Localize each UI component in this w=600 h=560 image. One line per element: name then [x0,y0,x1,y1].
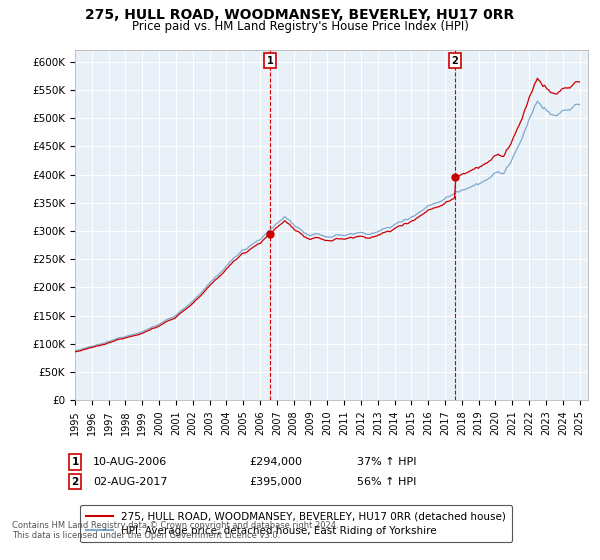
Text: Price paid vs. HM Land Registry's House Price Index (HPI): Price paid vs. HM Land Registry's House … [131,20,469,32]
Text: 275, HULL ROAD, WOODMANSEY, BEVERLEY, HU17 0RR: 275, HULL ROAD, WOODMANSEY, BEVERLEY, HU… [85,8,515,22]
Text: This data is licensed under the Open Government Licence v3.0.: This data is licensed under the Open Gov… [12,531,280,540]
Text: 02-AUG-2017: 02-AUG-2017 [93,477,167,487]
Text: 2: 2 [451,55,458,66]
Text: 2: 2 [71,477,79,487]
Text: £395,000: £395,000 [249,477,302,487]
Text: 10-AUG-2006: 10-AUG-2006 [93,457,167,467]
Text: Contains HM Land Registry data © Crown copyright and database right 2024.: Contains HM Land Registry data © Crown c… [12,521,338,530]
Text: 1: 1 [71,457,79,467]
Text: 37% ↑ HPI: 37% ↑ HPI [357,457,416,467]
Text: £294,000: £294,000 [249,457,302,467]
Legend: 275, HULL ROAD, WOODMANSEY, BEVERLEY, HU17 0RR (detached house), HPI: Average pr: 275, HULL ROAD, WOODMANSEY, BEVERLEY, HU… [80,505,512,542]
Text: 1: 1 [266,55,273,66]
Text: 56% ↑ HPI: 56% ↑ HPI [357,477,416,487]
